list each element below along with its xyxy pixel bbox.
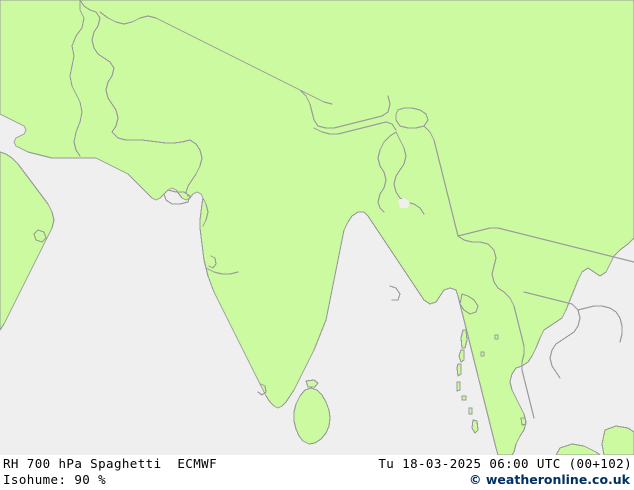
border-thailand-laos	[523, 291, 581, 379]
landmasses	[0, 0, 634, 455]
copyright-link[interactable]: © weatheronline.co.uk	[469, 472, 630, 487]
border-india-nepal-south	[313, 121, 397, 135]
landmass-car-nicobar	[461, 395, 467, 401]
landmass-arabian-peninsula	[0, 151, 55, 331]
landmass-sri-lanka-jaffna	[305, 379, 319, 388]
border-india-myanmar	[423, 125, 459, 237]
landmass-malaysia-south	[601, 425, 634, 455]
valid-time-label: Tu 18-03-2025 06:00 UTC (00+102)	[378, 456, 632, 471]
landmass-nicobar-mid	[468, 407, 473, 415]
country-borders	[69, 0, 634, 419]
coast-gulf-of-khambhat	[202, 197, 209, 227]
landmass-small-isle-c	[520, 417, 527, 426]
landmass-oman-coast-detail	[33, 229, 47, 243]
map-vector-layer	[0, 0, 634, 455]
border-india-interior	[205, 267, 239, 275]
border-india-pakistan-south	[111, 131, 203, 197]
landmass-andaman-north	[460, 329, 468, 349]
map-canvas[interactable]	[0, 0, 634, 455]
inland-water	[398, 198, 606, 342]
coast-irrawaddy-delta	[459, 293, 479, 315]
landmass-small-isle-b	[494, 334, 499, 340]
coast-east-india-detail	[389, 285, 401, 301]
water-tonle-sap	[594, 333, 606, 342]
coast-thai-peninsula-detail	[521, 353, 535, 419]
landmass-great-nicobar	[471, 419, 479, 434]
map-footer: RH 700 hPa Spaghetti ECMWF Isohume: 90 %…	[0, 455, 634, 490]
coast-kerala-detail	[257, 383, 267, 396]
landmass-andaman-middle	[458, 349, 465, 363]
border-afghanistan-pakistan	[69, 0, 85, 157]
landmass-sri-lanka	[293, 387, 331, 445]
landmass-small-isle-a	[480, 351, 485, 357]
landmass-little-andaman	[456, 381, 461, 392]
map-title-label: RH 700 hPa Spaghetti ECMWF	[3, 456, 217, 471]
border-china-south	[457, 227, 634, 263]
border-vietnam	[577, 305, 623, 343]
coast-gulf-of-kutch	[163, 189, 191, 205]
border-nepal	[299, 89, 391, 129]
coast-konkan-detail	[208, 255, 217, 269]
border-myanmar-east	[457, 235, 525, 355]
border-pakistan-india	[79, 0, 119, 133]
landmass-andaman-south	[456, 363, 462, 377]
landmass-sumatra-north	[555, 443, 601, 455]
water-ganges-mouth	[398, 198, 410, 208]
border-bangladesh	[377, 131, 425, 215]
border-india-china-north	[99, 11, 333, 105]
isohume-label: Isohume: 90 %	[3, 472, 107, 487]
